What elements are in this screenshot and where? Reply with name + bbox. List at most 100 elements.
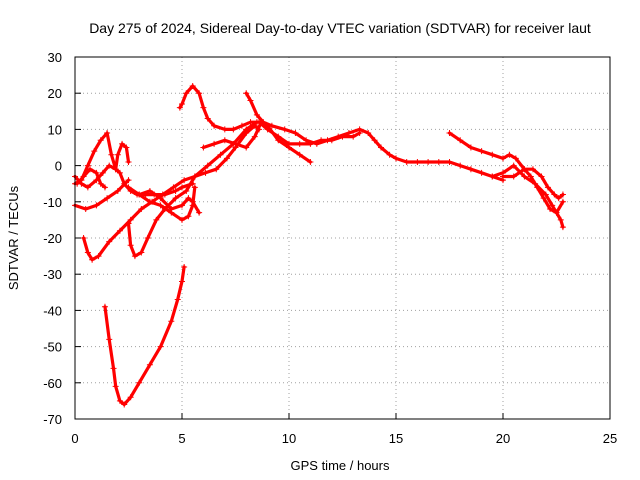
data-point — [230, 126, 237, 133]
data-point — [467, 144, 474, 151]
data-point — [106, 238, 113, 245]
data-point — [127, 394, 134, 401]
data-point — [202, 169, 209, 176]
data-point — [281, 126, 288, 133]
data-point — [101, 303, 108, 310]
data-point — [335, 133, 342, 140]
data-point — [116, 169, 123, 176]
data-point — [555, 195, 562, 202]
data-point — [189, 198, 196, 205]
data-series — [72, 82, 566, 408]
data-point — [104, 195, 111, 202]
data-point — [179, 202, 185, 209]
data-point — [446, 158, 453, 165]
data-point — [157, 202, 164, 209]
data-point — [84, 184, 91, 191]
data-point — [307, 158, 314, 165]
data-point — [260, 119, 267, 126]
data-point — [403, 158, 410, 165]
data-point — [313, 140, 320, 147]
data-point — [247, 97, 254, 104]
data-point — [243, 90, 250, 97]
data-point — [86, 166, 93, 173]
data-point — [303, 137, 310, 144]
data-point — [542, 191, 549, 198]
data-point — [106, 336, 113, 343]
y-tick-label: -30 — [43, 267, 62, 282]
data-point — [217, 151, 224, 158]
data-point — [350, 133, 357, 140]
data-point — [157, 195, 164, 202]
data-point — [191, 173, 198, 180]
data-point — [292, 130, 299, 137]
data-point — [559, 224, 566, 231]
data-point — [93, 202, 100, 209]
data-point — [119, 140, 126, 147]
data-point — [168, 206, 175, 213]
data-point — [544, 184, 551, 191]
data-point — [356, 126, 363, 133]
data-point — [435, 158, 442, 165]
data-point — [547, 206, 554, 213]
data-point — [144, 235, 151, 241]
data-point — [538, 173, 545, 180]
y-tick-label: -50 — [43, 340, 62, 355]
data-point — [183, 187, 190, 194]
data-point — [211, 140, 218, 147]
data-point — [114, 151, 121, 158]
series-arc-13 — [447, 131, 565, 215]
data-point — [200, 144, 207, 151]
series-arc-8 — [137, 189, 201, 215]
data-point — [104, 130, 111, 137]
data-point — [123, 144, 130, 151]
data-point — [136, 379, 143, 386]
data-point — [185, 195, 192, 202]
data-point — [551, 191, 558, 198]
data-point — [253, 111, 260, 118]
data-point — [529, 166, 536, 173]
data-point — [146, 198, 153, 205]
data-point — [553, 209, 560, 216]
series-arc-15 — [490, 164, 565, 229]
data-point — [275, 137, 282, 144]
data-point — [521, 173, 528, 180]
data-point — [172, 195, 179, 202]
series-arc-5 — [81, 124, 261, 262]
data-point — [221, 126, 228, 133]
data-point — [213, 166, 220, 173]
data-point — [97, 137, 104, 144]
data-point — [232, 140, 239, 147]
data-point — [82, 206, 89, 213]
data-point — [478, 148, 485, 155]
data-point — [125, 177, 132, 184]
data-point — [467, 166, 474, 173]
x-tick-label: 0 — [71, 431, 78, 446]
data-point — [324, 137, 331, 144]
data-point — [172, 187, 179, 194]
data-point — [125, 220, 132, 227]
chart-title: Day 275 of 2024, Sidereal Day-to-day VTE… — [89, 20, 591, 36]
y-axis-label: SDTVAR / TECUs — [6, 185, 21, 290]
data-point — [114, 187, 121, 194]
series-arc-2 — [73, 131, 131, 186]
data-point — [506, 151, 513, 158]
data-point — [191, 184, 198, 191]
data-point — [127, 216, 134, 223]
data-point — [378, 144, 385, 151]
y-tick-label: 20 — [48, 86, 62, 101]
data-point — [510, 162, 517, 169]
y-tick-label: -70 — [43, 412, 62, 427]
data-point — [559, 191, 566, 198]
series-arc-10 — [178, 84, 362, 146]
y-tick-labels: -70 -60 -50 -40 -30 -20 -10 0 10 20 30 — [43, 50, 81, 427]
data-point — [196, 209, 203, 216]
y-tick-label: 30 — [48, 50, 62, 65]
x-tick-label: 15 — [389, 431, 403, 446]
data-point — [89, 256, 96, 263]
data-point — [386, 151, 393, 158]
data-point — [196, 90, 203, 97]
data-point — [121, 401, 128, 408]
data-point — [251, 133, 258, 140]
data-point — [365, 130, 372, 137]
